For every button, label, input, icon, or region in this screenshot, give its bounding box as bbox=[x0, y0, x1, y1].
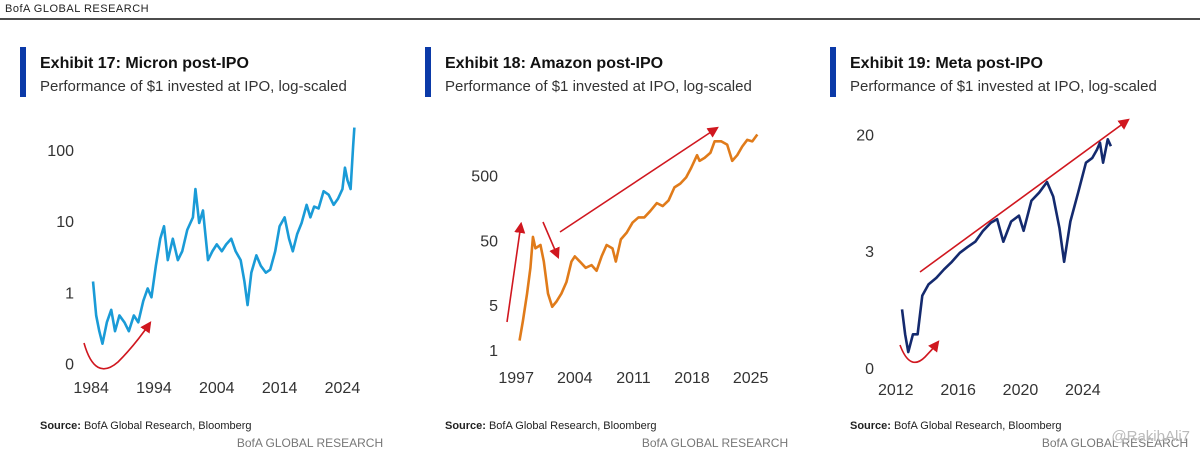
source-label: Source: bbox=[850, 420, 891, 432]
y-tick-label: 5 bbox=[489, 298, 498, 315]
footer: BofA GLOBAL RESEARCH bbox=[237, 436, 383, 450]
annotation-arrow bbox=[559, 126, 719, 233]
source-text: BofA Global Research, Bloomberg bbox=[489, 420, 657, 432]
footer: BofA GLOBAL RESEARCH bbox=[1042, 436, 1188, 450]
y-tick-label: 0 bbox=[865, 361, 874, 378]
x-tick-label: 1994 bbox=[136, 380, 172, 397]
watermark: @RakibAli7 bbox=[1111, 428, 1190, 445]
annotation-arrow bbox=[542, 221, 560, 260]
source-text: BofA Global Research, Bloomberg bbox=[894, 420, 1062, 432]
x-tick-label: 1984 bbox=[73, 380, 109, 397]
source-label: Source: bbox=[445, 420, 486, 432]
x-tick-label: 1997 bbox=[498, 370, 534, 387]
y-tick-label: 0 bbox=[65, 356, 74, 373]
title-bar bbox=[830, 47, 836, 97]
footer: BofA GLOBAL RESEARCH bbox=[642, 436, 788, 450]
y-tick-label: 3 bbox=[865, 244, 874, 261]
line-series bbox=[900, 138, 1113, 354]
x-tick-label: 2024 bbox=[325, 380, 361, 397]
x-tick-label: 2004 bbox=[557, 370, 593, 387]
header: BofA GLOBAL RESEARCH bbox=[5, 3, 149, 15]
chart-subtitle: Performance of $1 invested at IPO, log-s… bbox=[445, 78, 752, 95]
y-tick-label: 50 bbox=[480, 233, 498, 250]
title-bar bbox=[425, 47, 431, 97]
chart-subtitle: Performance of $1 invested at IPO, log-s… bbox=[850, 78, 1157, 95]
annotation-arrow bbox=[83, 321, 152, 370]
annotation-arrow bbox=[899, 340, 940, 364]
x-tick-label: 2011 bbox=[616, 370, 651, 387]
x-tick-label: 2020 bbox=[1003, 382, 1039, 399]
x-tick-label: 2014 bbox=[262, 380, 298, 397]
source-text: BofA Global Research, Bloomberg bbox=[84, 420, 252, 432]
y-tick-label: 100 bbox=[47, 143, 74, 160]
annotation-arrow bbox=[506, 221, 526, 323]
line-series bbox=[518, 133, 759, 341]
chart-title: Exhibit 18: Amazon post-IPO bbox=[445, 55, 663, 72]
chart-title: Exhibit 19: Meta post-IPO bbox=[850, 55, 1043, 72]
chart-subtitle: Performance of $1 invested at IPO, log-s… bbox=[40, 78, 347, 95]
line-series bbox=[91, 127, 356, 346]
x-tick-label: 2012 bbox=[878, 382, 914, 399]
x-tick-label: 2018 bbox=[674, 370, 710, 387]
x-tick-label: 2016 bbox=[940, 382, 976, 399]
y-tick-label: 500 bbox=[471, 169, 498, 186]
y-tick-label: 10 bbox=[56, 214, 74, 231]
title-bar bbox=[20, 47, 26, 97]
chart-title: Exhibit 17: Micron post-IPO bbox=[40, 55, 249, 72]
x-tick-label: 2025 bbox=[733, 370, 769, 387]
x-tick-label: 2004 bbox=[199, 380, 235, 397]
source-label: Source: bbox=[40, 420, 81, 432]
y-tick-label: 1 bbox=[65, 285, 74, 302]
y-tick-label: 1 bbox=[489, 343, 498, 360]
x-tick-label: 2024 bbox=[1065, 382, 1101, 399]
annotation-arrow bbox=[919, 118, 1130, 273]
y-tick-label: 20 bbox=[856, 127, 874, 144]
